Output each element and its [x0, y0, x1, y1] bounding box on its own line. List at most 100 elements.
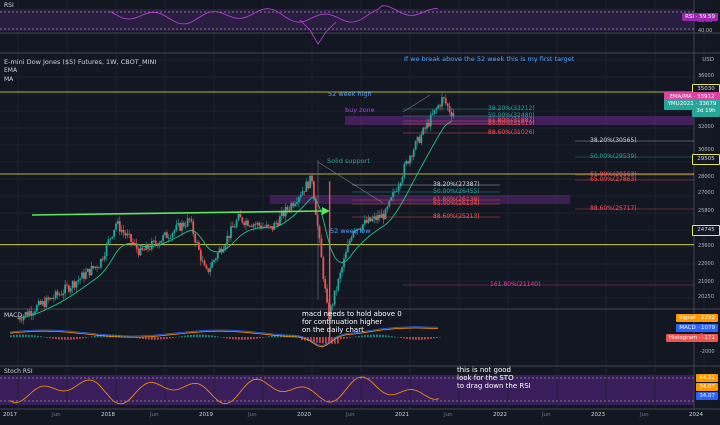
candle-body	[326, 288, 328, 303]
ma-overlay-label[interactable]: MA	[4, 76, 14, 83]
candle-body	[280, 210, 283, 217]
candle-body	[41, 301, 44, 305]
candle-body	[60, 294, 63, 296]
candle-body	[109, 238, 112, 240]
macd-hist-bar	[10, 335, 12, 338]
candle-body	[207, 268, 210, 273]
macd-hist-bar	[139, 337, 141, 339]
candle-body	[77, 279, 80, 282]
candle-body	[162, 235, 165, 241]
candle-body	[279, 216, 281, 226]
macd-hist-bar	[46, 337, 48, 338]
symbol-title[interactable]: E-mini Dow Jones ($5) Futures, 1W, CBOT_…	[4, 58, 157, 66]
macd-hist-bar	[292, 334, 294, 338]
candle-body	[115, 223, 117, 230]
time-tick: Jun	[248, 412, 257, 418]
fib-lower-label: 50.00%(26455)	[433, 188, 480, 195]
macd-hist-bar	[418, 337, 420, 340]
candle-body	[282, 210, 285, 217]
candle-body	[277, 222, 279, 226]
candle-body	[124, 232, 127, 236]
price-tick: 36000	[698, 73, 714, 79]
macd-value-tag: Signal · 1292	[675, 314, 718, 322]
macd-hist-bar	[301, 337, 303, 341]
candle-body	[299, 195, 302, 198]
candle-body	[220, 248, 223, 253]
candle-body	[182, 222, 185, 227]
candle-body	[343, 258, 345, 268]
macd-hist-bar	[379, 334, 381, 338]
candle-body	[137, 248, 140, 256]
macd-hist-bar	[208, 335, 210, 338]
candle-body	[403, 164, 406, 178]
time-tick: 2023	[591, 412, 605, 418]
candle-body	[71, 281, 74, 289]
candle-body	[388, 200, 391, 207]
fib-upper-label: 50.00%(32480)	[488, 112, 535, 119]
candle-body	[190, 219, 193, 222]
candle-body	[209, 267, 212, 273]
macd-hist-bar	[355, 336, 357, 338]
macd-hist-bar	[343, 337, 345, 339]
candle-body	[324, 279, 327, 289]
candle-body	[164, 232, 166, 236]
macd-hist-bar	[100, 335, 102, 338]
candle-body	[363, 220, 366, 225]
macd-note: macd needs to hold above 0 for continuat…	[302, 310, 402, 334]
candle-body	[105, 243, 108, 256]
macd-signal-line	[9, 327, 439, 348]
time-tick: Jun	[444, 412, 453, 418]
candle-body	[377, 214, 379, 220]
trendline	[31, 210, 323, 216]
candle-body	[409, 155, 411, 164]
macd-hist-bar	[118, 334, 120, 338]
macd-hist-bar	[148, 337, 150, 340]
macd-hist-bar	[151, 337, 153, 340]
candle-body	[96, 266, 99, 268]
candle-body	[371, 218, 374, 222]
price-tick: 28000	[698, 174, 714, 180]
macd-hist-bar	[19, 334, 21, 338]
price-tick: 30000	[698, 147, 714, 153]
macd-hist-bar	[79, 337, 81, 339]
macd-value-tag: Histogram · -171	[665, 334, 718, 342]
candle-body	[113, 229, 116, 237]
candle-body	[226, 235, 229, 246]
candle-body	[322, 257, 325, 280]
macd-hist-bar	[55, 337, 57, 340]
macd-hist-bar	[58, 337, 60, 340]
time-tick: 2020	[297, 412, 311, 418]
candle-body	[67, 285, 70, 292]
candle-body	[390, 197, 393, 201]
macd-hist-bar	[310, 337, 312, 342]
candle-body	[205, 265, 208, 269]
macd-hist-bar	[361, 335, 363, 338]
ema-overlay-label[interactable]: EMA	[4, 67, 18, 74]
macd-hist-bar	[235, 337, 237, 340]
candle-body	[341, 267, 344, 273]
candle-body	[107, 239, 110, 244]
macd-hist-bar	[223, 337, 225, 338]
candle-body	[275, 222, 278, 224]
macd-hist-bar	[82, 337, 84, 339]
time-tick: Jun	[640, 412, 649, 418]
candle-body	[228, 235, 230, 238]
time-tick: 2021	[395, 412, 409, 418]
macd-hist-bar	[229, 337, 231, 339]
candle-body	[32, 313, 34, 316]
macd-hist-bar	[73, 337, 75, 340]
candle-body	[329, 305, 332, 320]
candle-body	[58, 294, 61, 296]
macd-hist-bar	[250, 337, 252, 340]
macd-hist-bar	[334, 337, 336, 344]
candle-body	[214, 258, 217, 261]
candle-body	[431, 113, 434, 115]
fib-right-label: 38.20%(30565)	[590, 137, 637, 144]
candle-body	[230, 226, 232, 238]
candle-body	[369, 217, 372, 222]
macd-hist-bar	[115, 334, 117, 338]
candle-body	[254, 224, 257, 226]
candle-body	[243, 222, 246, 226]
candle-body	[224, 245, 227, 250]
